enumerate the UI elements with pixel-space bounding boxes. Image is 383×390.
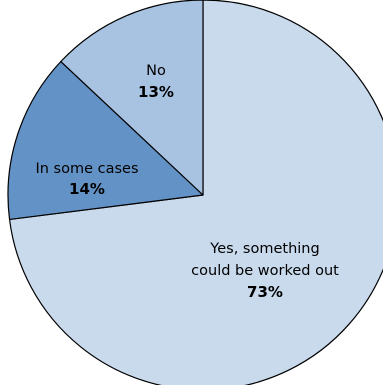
slice-label-line: Yes, something bbox=[209, 241, 319, 257]
pie-slice-label-2: In some cases 14% bbox=[35, 161, 138, 198]
pie-slice-label-1: Yes, something could be worked out 73% bbox=[191, 241, 339, 301]
slice-percent-label: 13% bbox=[138, 83, 174, 101]
pie-slices bbox=[7, 0, 383, 390]
pie-slice-3 bbox=[60, 0, 204, 196]
slice-label-line: No bbox=[146, 63, 166, 79]
pie-slice-2 bbox=[7, 60, 204, 221]
pie-slice-label-3: No 13% bbox=[138, 63, 174, 101]
pie-labels: Yes, something could be worked out 73% In s… bbox=[35, 63, 339, 301]
slice-percent-label: 73% bbox=[247, 283, 283, 301]
slice-label-line: In some cases bbox=[35, 161, 138, 177]
pie-slice-1 bbox=[8, 0, 383, 390]
slice-label-line: could be worked out bbox=[191, 263, 339, 279]
slice-percent-label: 14% bbox=[69, 180, 105, 198]
